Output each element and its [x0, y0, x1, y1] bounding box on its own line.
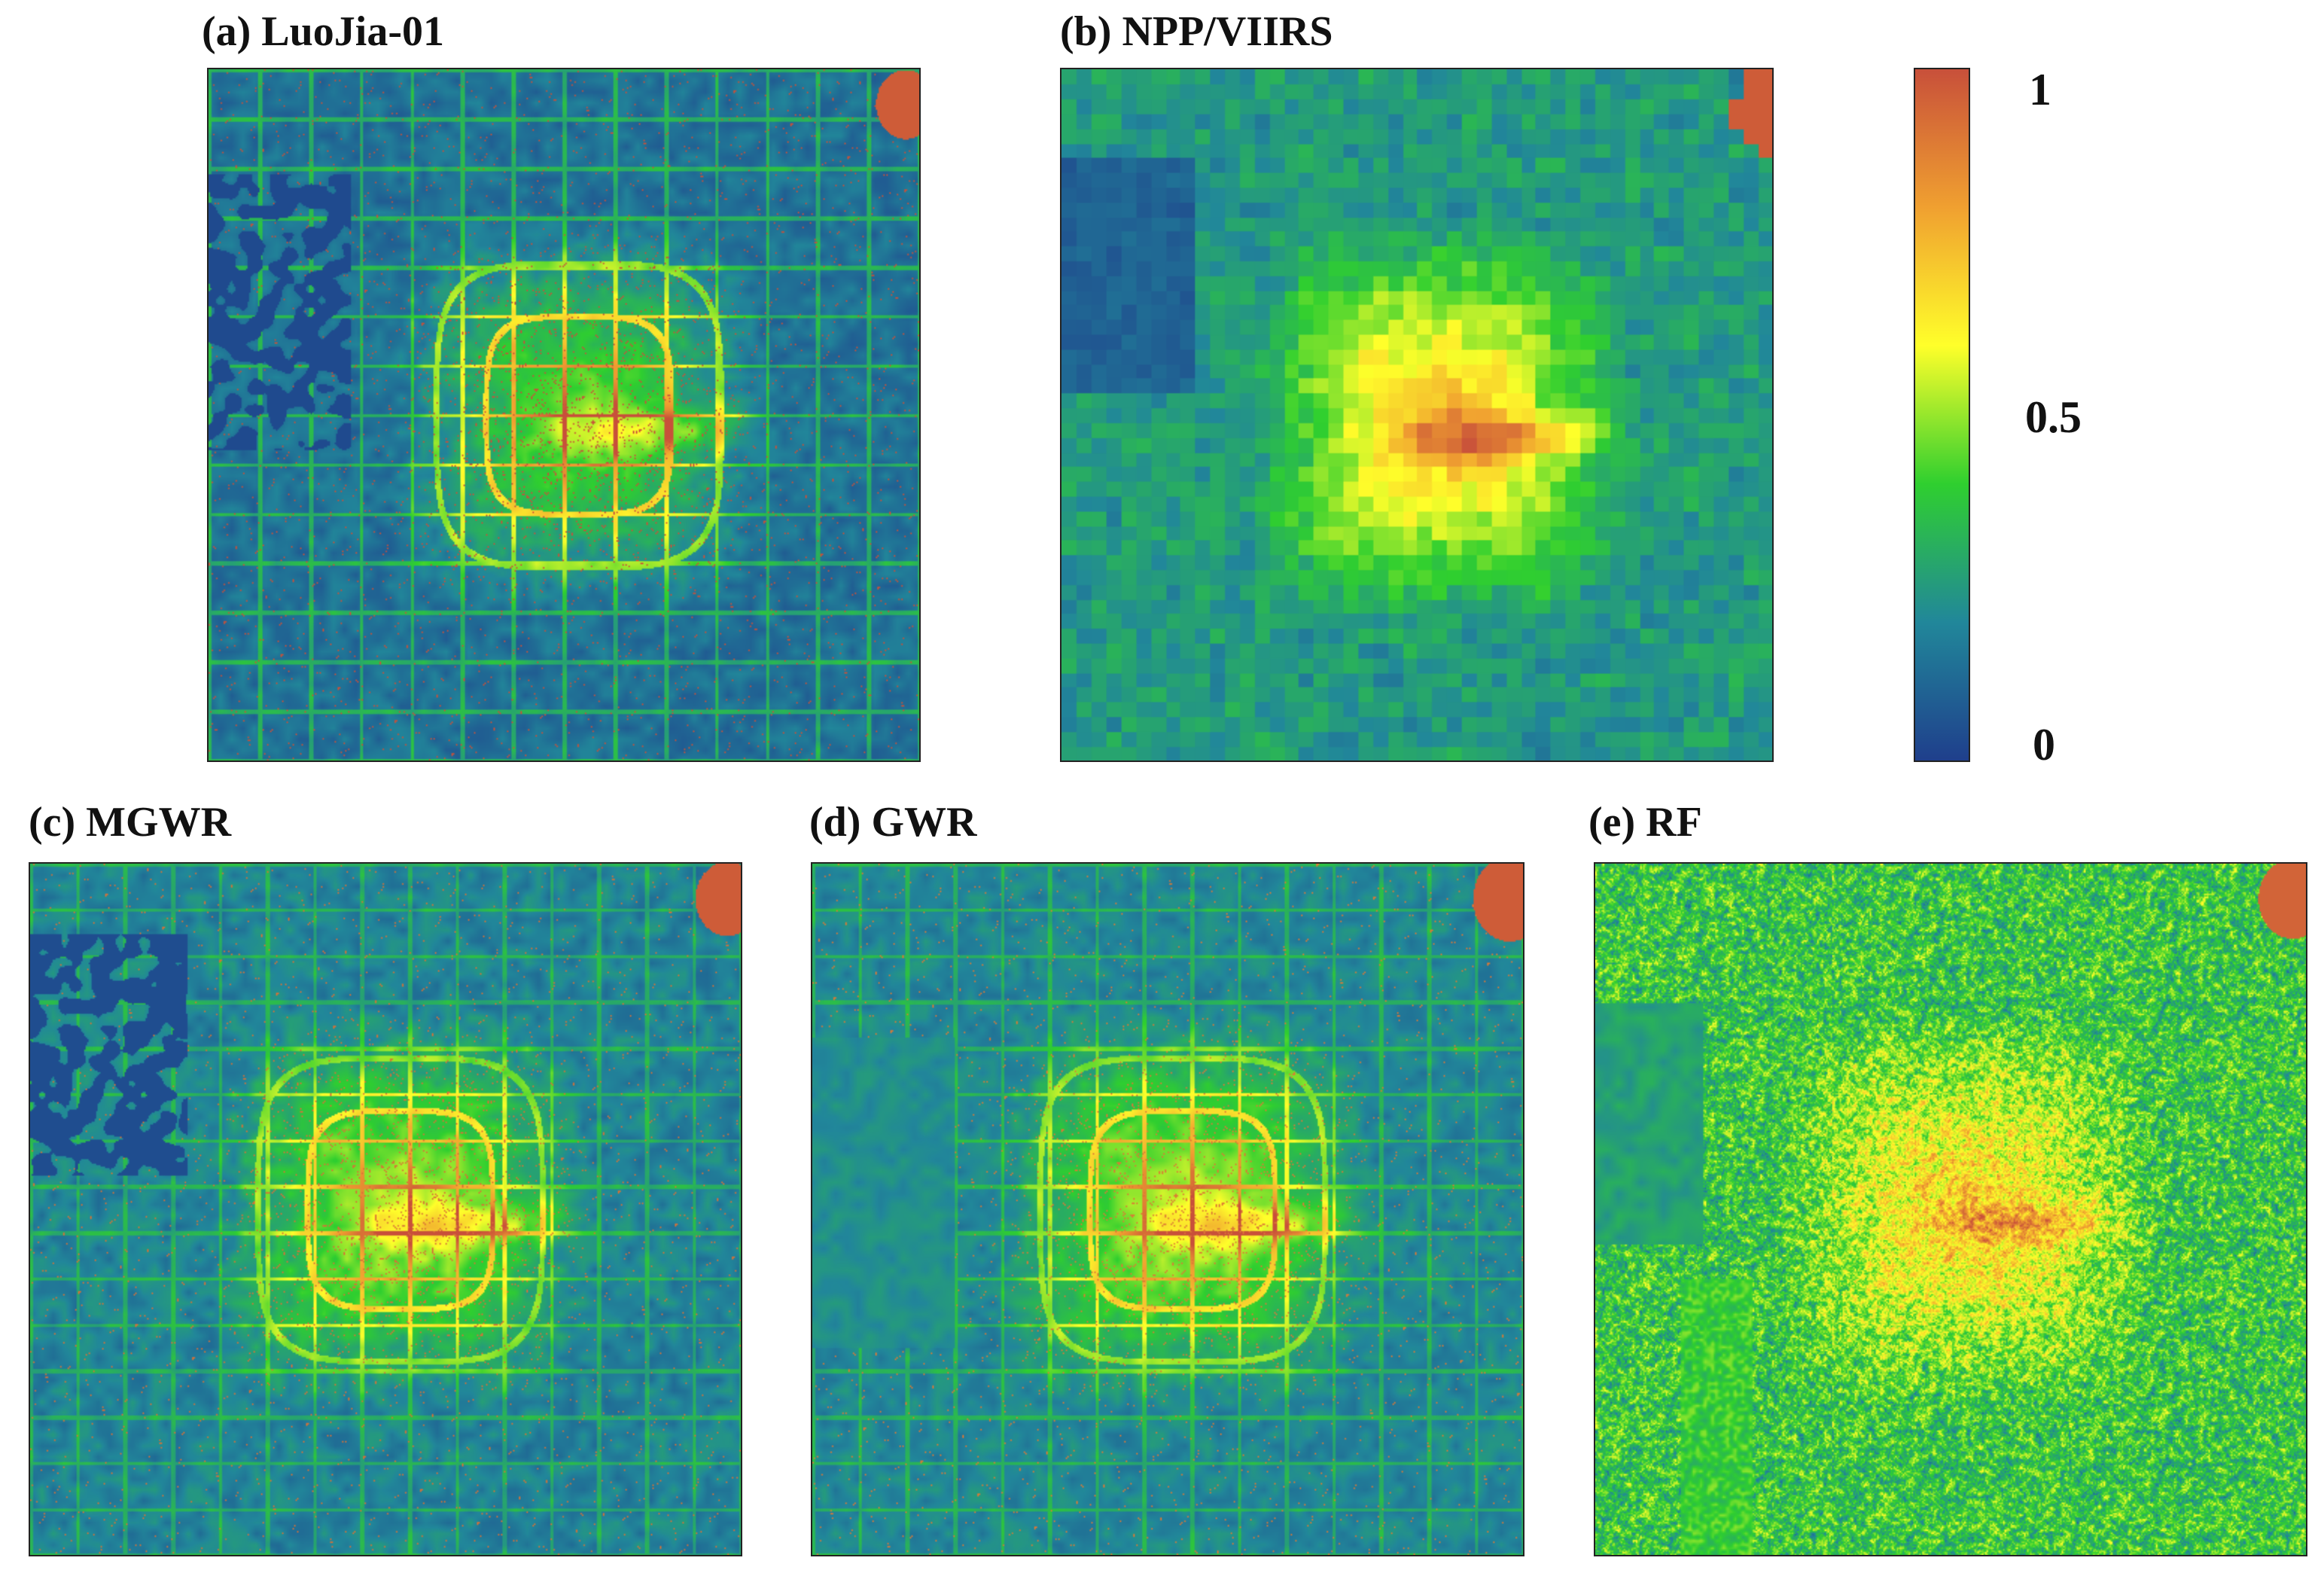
gwr-raster: [812, 864, 1523, 1555]
panel-d-title: (d) GWR: [809, 799, 977, 846]
panel-e-title: (e) RF: [1588, 799, 1702, 846]
colorbar-tick-min: 0: [2033, 720, 2055, 770]
panel-c-map: [29, 862, 742, 1556]
colorbar-tick-max: 1: [2029, 65, 2051, 114]
viirs-raster: [1061, 69, 1772, 761]
panel-a-title: (a) LuoJia-01: [202, 8, 444, 55]
luojia-raster: [209, 69, 919, 761]
panel-c-title: (c) MGWR: [29, 799, 232, 846]
panel-e-map: [1594, 862, 2307, 1556]
rf-raster: [1595, 864, 2306, 1555]
panel-b-map: [1060, 68, 1774, 762]
colorbar-gradient: [1915, 69, 1969, 761]
panel-d-map: [811, 862, 1524, 1556]
colorbar-tick-mid: 0.5: [2025, 392, 2082, 442]
mgwr-raster: [30, 864, 741, 1555]
colorbar: [1914, 68, 1970, 762]
panel-b-title: (b) NPP/VIIRS: [1060, 8, 1333, 55]
panel-a-map: [207, 68, 921, 762]
